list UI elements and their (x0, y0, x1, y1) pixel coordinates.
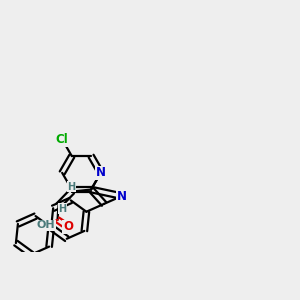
Text: H: H (67, 182, 76, 191)
Text: N: N (96, 166, 106, 179)
Text: OH: OH (37, 220, 56, 230)
Text: H: H (58, 204, 66, 214)
Text: Cl: Cl (56, 133, 68, 146)
Text: N: N (117, 190, 127, 202)
Text: O: O (63, 220, 73, 233)
